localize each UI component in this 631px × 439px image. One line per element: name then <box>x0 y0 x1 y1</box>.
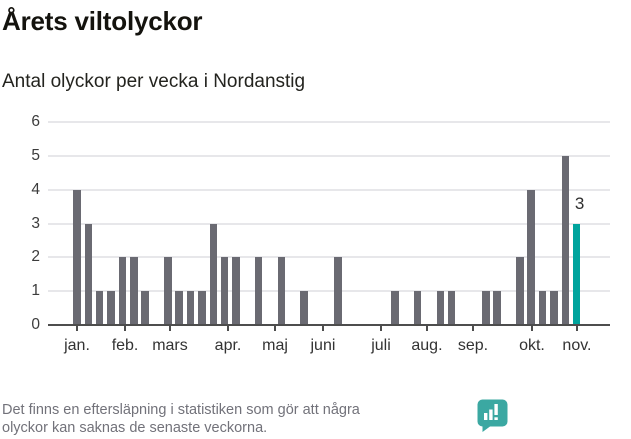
x-axis-tick <box>471 326 474 331</box>
bar <box>436 291 445 325</box>
x-axis-tick <box>124 326 127 331</box>
x-axis-tick <box>227 326 230 331</box>
gridline <box>48 256 610 259</box>
bar <box>277 257 286 325</box>
bar <box>209 223 217 325</box>
bar <box>482 291 490 325</box>
gridline <box>48 121 610 124</box>
bar <box>186 291 195 325</box>
bar <box>107 291 115 325</box>
x-axis-tick <box>379 326 382 331</box>
y-axis-label: 4 <box>31 180 40 198</box>
x-axis-label: juni <box>310 337 336 354</box>
x-axis-tick <box>76 326 78 331</box>
y-axis-label: 5 <box>31 146 40 164</box>
bar <box>300 291 308 325</box>
footnote-line-2: olyckor kan saknas de senaste veckorna. <box>2 420 268 436</box>
x-axis-tick <box>575 326 578 331</box>
bar <box>413 291 422 325</box>
x-axis-tick <box>274 326 277 331</box>
bar <box>130 257 138 325</box>
footnote-line-1: Det finns en eftersläpning i statistiken… <box>2 402 360 418</box>
y-axis-label: 6 <box>31 113 40 131</box>
brand-logo[interactable]: Newsworthy <box>476 398 631 434</box>
page-title: Årets viltolyckor <box>2 6 203 36</box>
x-axis-label: okt. <box>519 337 545 354</box>
x-axis-tick <box>321 326 324 331</box>
y-axis-label: 3 <box>31 214 40 232</box>
bar-highlighted <box>572 223 581 325</box>
gridline <box>48 290 610 293</box>
bar <box>220 257 229 325</box>
x-axis-label: apr. <box>214 337 242 354</box>
bar <box>95 291 104 325</box>
gridline <box>48 188 610 191</box>
bar <box>73 189 81 325</box>
x-axis-tick <box>168 326 171 331</box>
bar <box>164 257 172 325</box>
bar-value-annotation: 3 <box>574 193 585 213</box>
y-axis-label: 1 <box>31 282 40 300</box>
bar <box>118 257 127 325</box>
bar-chart-speech-bubble-icon <box>477 399 508 432</box>
bar <box>232 257 240 325</box>
x-axis-tick <box>425 326 428 331</box>
plot-area <box>0 108 631 368</box>
x-axis-label: maj <box>262 337 288 354</box>
bar <box>198 291 206 325</box>
x-axis-label: sep. <box>457 337 489 354</box>
bar <box>84 223 93 325</box>
x-axis-line <box>48 324 610 326</box>
x-axis-label: aug. <box>411 337 443 354</box>
bar <box>493 291 501 325</box>
x-axis-label: juli <box>371 337 391 354</box>
x-axis-label: jan. <box>64 337 90 354</box>
x-axis-label: feb. <box>111 337 139 354</box>
gridline <box>48 222 610 225</box>
x-axis-label: nov. <box>562 337 592 354</box>
bar <box>141 291 149 325</box>
bar <box>391 291 399 325</box>
bar <box>561 155 569 325</box>
bar <box>334 257 342 325</box>
bar <box>447 291 456 325</box>
chart-subtitle: Antal olyckor per vecka i Nordanstig <box>2 71 306 92</box>
bar <box>550 291 558 325</box>
y-axis-label: 2 <box>31 248 40 266</box>
y-axis-label: 0 <box>31 316 40 333</box>
bar <box>538 291 547 325</box>
bar <box>175 291 183 325</box>
bar <box>527 189 535 325</box>
bar <box>516 257 524 325</box>
gridline <box>48 154 610 157</box>
x-axis-label: mars <box>152 337 188 354</box>
x-axis-tick <box>530 326 533 331</box>
bar <box>254 257 263 325</box>
